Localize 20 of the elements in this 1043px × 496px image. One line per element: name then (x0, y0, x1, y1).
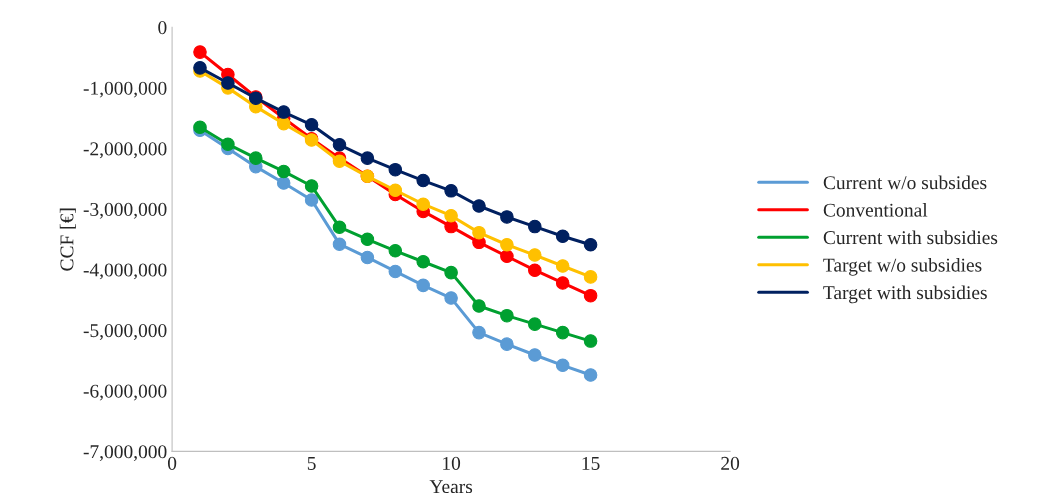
y-tick-label: -5,000,000 (83, 324, 167, 340)
legend-label: Target w/o subsidies (823, 257, 982, 276)
x-tick-label: 10 (443, 456, 461, 470)
legend-label: Current with subsidies (823, 230, 998, 245)
legend-label: Conventional (823, 203, 928, 217)
x-tick-label: 0 (167, 456, 177, 470)
legend-label: Target with subsidies (823, 285, 987, 304)
y-tick-label: -2,000,000 (83, 142, 167, 159)
y-axis-title: CCF [€] (59, 208, 76, 271)
y-tick-label: -7,000,000 (83, 445, 167, 462)
x-axis-title: Years (429, 480, 473, 494)
y-tick-label: -6,000,000 (83, 384, 167, 401)
legend-label: Current w/o subsides (823, 175, 987, 190)
y-tick-label: -3,000,000 (83, 202, 167, 219)
x-tick-label: 5 (307, 456, 316, 470)
y-tick-label: -4,000,000 (83, 263, 167, 280)
x-tick-label: 15 (582, 456, 600, 470)
y-tick-label: 0 (158, 21, 167, 35)
x-tick-label: 20 (721, 456, 740, 470)
y-tick-label: -1,000,000 (83, 81, 167, 98)
